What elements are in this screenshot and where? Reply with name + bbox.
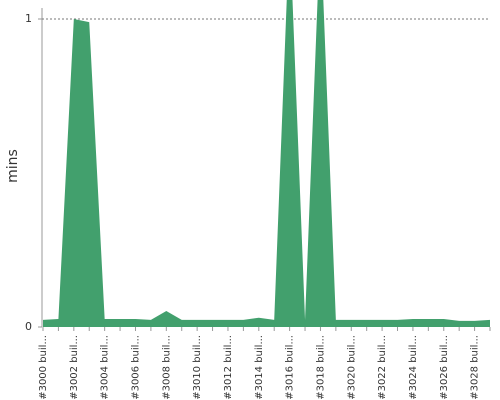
x-tick-label: #3008 buil... <box>161 335 172 400</box>
x-tick-label: #3006 buil... <box>130 335 141 400</box>
x-tick-label: #3016 buil... <box>285 335 296 400</box>
x-tick-label: #3010 buil... <box>192 335 203 400</box>
x-tick-label: #3024 buil... <box>408 335 419 400</box>
x-tick-label: #3004 buil... <box>100 335 111 400</box>
x-tick-label: #3002 buil... <box>69 335 80 400</box>
x-tick-label: #3020 buil... <box>346 335 357 400</box>
x-tick-label: #3012 buil... <box>223 335 234 400</box>
area <box>43 0 490 327</box>
x-tick-label: #3000 buil... <box>38 335 49 400</box>
y-tick-label: 1 <box>25 12 32 25</box>
x-tick-label: #3014 buil... <box>254 335 265 400</box>
x-tick-label: #3028 buil... <box>470 335 481 400</box>
x-tick-label: #3026 buil... <box>439 335 450 400</box>
y-tick-label: 0 <box>25 320 32 333</box>
x-tick-label: #3022 buil... <box>377 335 388 400</box>
x-tick-label: #3018 buil... <box>315 335 326 400</box>
y-axis-label: mins <box>5 149 21 183</box>
